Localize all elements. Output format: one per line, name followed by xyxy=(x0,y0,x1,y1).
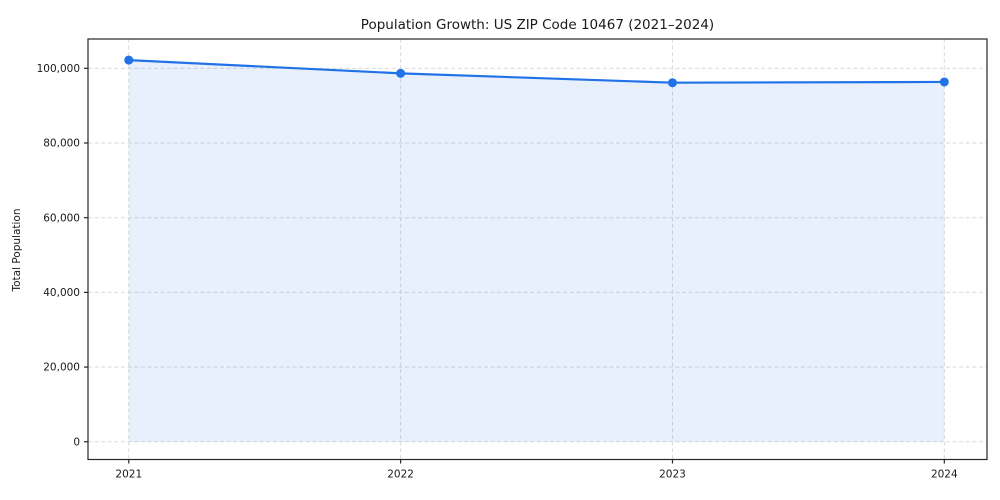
area-fill xyxy=(128,60,945,442)
x-tick-label: 2021 xyxy=(115,469,142,481)
trend-line xyxy=(127,58,946,84)
data-point-marker xyxy=(939,77,949,87)
x-tick-label: 2022 xyxy=(387,469,414,481)
data-point-marker xyxy=(124,55,134,65)
data-point-marker xyxy=(667,78,677,88)
y-tick-label: 20,000 xyxy=(43,362,80,374)
plot-frame xyxy=(87,38,988,461)
y-tick-label: 60,000 xyxy=(43,212,80,224)
y-tick-label: 40,000 xyxy=(43,287,80,299)
x-tick-label: 2024 xyxy=(931,469,958,481)
x-tick-label: 2023 xyxy=(659,469,686,481)
chart-title: Population Growth: US ZIP Code 10467 (20… xyxy=(360,17,715,33)
y-tick-label: 80,000 xyxy=(43,138,80,150)
y-tick-label: 0 xyxy=(73,436,80,448)
data-point-marker xyxy=(396,68,406,78)
y-tick-label: 100,000 xyxy=(37,63,80,75)
